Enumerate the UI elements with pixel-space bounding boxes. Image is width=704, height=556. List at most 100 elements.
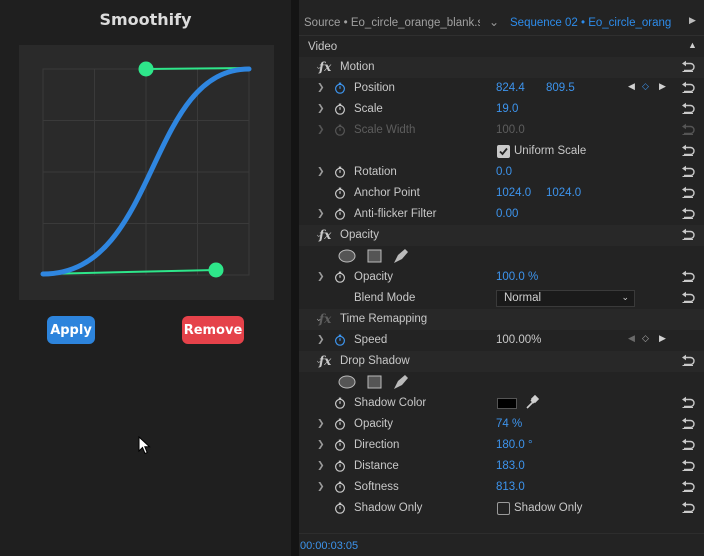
expand-chevron-icon[interactable]: ❯ xyxy=(317,481,325,491)
position-x-value[interactable]: 824.4 xyxy=(496,82,525,94)
control-handle-end[interactable] xyxy=(138,61,154,77)
next-keyframe-icon[interactable]: ▶ xyxy=(659,81,666,91)
expand-chevron-icon[interactable]: ❯ xyxy=(317,418,325,428)
scale-value[interactable]: 19.0 xyxy=(496,103,519,115)
effect-time-remapping[interactable]: ⌄ fx Time Remapping xyxy=(299,309,704,330)
anchor-x-value[interactable]: 1024.0 xyxy=(496,187,532,199)
stopwatch-icon xyxy=(334,124,346,136)
collapse-chevron-icon[interactable]: ⌄ xyxy=(315,313,323,323)
reset-icon[interactable] xyxy=(681,417,695,430)
stopwatch-icon[interactable] xyxy=(334,397,346,409)
play-arrow-icon[interactable]: ▶ xyxy=(689,15,696,25)
anchor-y-value[interactable]: 1024.0 xyxy=(546,187,582,199)
effect-motion[interactable]: ⌄ fx Motion xyxy=(299,57,704,78)
reset-icon[interactable] xyxy=(681,501,695,514)
add-keyframe-icon[interactable]: ◇ xyxy=(642,81,649,91)
fx-icon[interactable]: fx xyxy=(319,228,332,242)
panel-divider[interactable] xyxy=(291,0,299,556)
reset-icon[interactable] xyxy=(681,102,695,115)
expand-chevron-icon[interactable]: ❯ xyxy=(317,82,325,92)
shadow-only-checkbox[interactable] xyxy=(497,502,510,515)
reset-icon[interactable] xyxy=(681,60,695,73)
ellipse-mask-icon[interactable] xyxy=(338,375,356,389)
reset-icon[interactable] xyxy=(681,354,695,367)
expand-chevron-icon[interactable]: ❯ xyxy=(317,334,325,344)
param-anti-flicker: ❯ Anti-flicker Filter 0.00 xyxy=(299,204,704,225)
reset-icon[interactable] xyxy=(681,165,695,178)
stopwatch-icon[interactable] xyxy=(334,502,346,514)
distance-value[interactable]: 183.0 xyxy=(496,460,525,472)
reset-icon[interactable] xyxy=(681,270,695,283)
collapse-chevron-icon[interactable]: ⌄ xyxy=(315,355,323,365)
ellipse-mask-icon[interactable] xyxy=(338,249,356,263)
remove-button[interactable]: Remove xyxy=(182,316,244,344)
stopwatch-icon[interactable] xyxy=(334,103,346,115)
pen-mask-icon[interactable] xyxy=(394,375,408,389)
reset-icon[interactable] xyxy=(681,438,695,451)
reset-icon[interactable] xyxy=(681,459,695,472)
chevron-down-icon[interactable]: ⌄ xyxy=(489,15,500,29)
reset-icon[interactable] xyxy=(681,228,695,241)
rectangle-mask-icon[interactable] xyxy=(367,375,382,389)
shadow-opacity-value[interactable]: 74 % xyxy=(496,418,523,430)
eyedropper-icon[interactable] xyxy=(525,395,539,410)
reset-icon[interactable] xyxy=(681,207,695,220)
control-handle-start[interactable] xyxy=(208,262,224,278)
expand-chevron-icon[interactable]: ❯ xyxy=(317,166,325,176)
reset-icon[interactable] xyxy=(681,291,695,304)
softness-value[interactable]: 813.0 xyxy=(496,481,525,493)
effect-drop-shadow[interactable]: ⌄ fx Drop Shadow xyxy=(299,351,704,372)
fx-icon[interactable]: fx xyxy=(319,60,332,74)
stopwatch-icon[interactable] xyxy=(334,271,346,283)
previous-keyframe-icon[interactable]: ◀ xyxy=(628,333,635,343)
expand-chevron-icon[interactable]: ❯ xyxy=(317,460,325,470)
stopwatch-icon[interactable] xyxy=(334,187,346,199)
tab-source-clip[interactable]: Source • Eo_circle_orange_blank.s... xyxy=(304,17,480,29)
expand-chevron-icon[interactable]: ❯ xyxy=(317,103,325,113)
previous-keyframe-icon[interactable]: ◀ xyxy=(628,81,635,91)
reset-icon[interactable] xyxy=(681,186,695,199)
tab-sequence-clip[interactable]: Sequence 02 • Eo_circle_orang... xyxy=(510,17,672,29)
effect-name: Motion xyxy=(340,61,375,73)
effect-opacity[interactable]: ⌄ fx Opacity xyxy=(299,225,704,246)
speed-value[interactable]: 100.00% xyxy=(496,334,542,346)
anti-flicker-value[interactable]: 0.00 xyxy=(496,208,519,220)
collapse-chevron-icon[interactable]: ⌄ xyxy=(315,61,323,71)
next-keyframe-icon[interactable]: ▶ xyxy=(659,333,666,343)
reset-icon[interactable] xyxy=(681,396,695,409)
stopwatch-icon[interactable] xyxy=(334,166,346,178)
easing-curve-editor[interactable] xyxy=(19,45,274,300)
uniform-scale-checkbox[interactable] xyxy=(497,145,510,158)
stopwatch-icon[interactable] xyxy=(334,439,346,451)
reset-icon[interactable] xyxy=(681,81,695,94)
expand-chevron-icon[interactable]: ❯ xyxy=(317,439,325,449)
stopwatch-icon[interactable] xyxy=(334,481,346,493)
add-keyframe-icon[interactable]: ◇ xyxy=(642,333,649,343)
shadow-color-swatch[interactable] xyxy=(497,398,517,409)
fx-icon[interactable]: fx xyxy=(319,354,332,368)
param-label: Distance xyxy=(354,460,399,472)
expand-chevron-icon: ❯ xyxy=(317,124,325,134)
stopwatch-icon[interactable] xyxy=(334,82,346,94)
stopwatch-icon[interactable] xyxy=(334,460,346,472)
apply-button[interactable]: Apply xyxy=(47,316,95,344)
stopwatch-icon[interactable] xyxy=(334,208,346,220)
position-y-value[interactable]: 809.5 xyxy=(546,82,575,94)
direction-value[interactable]: 180.0 ° xyxy=(496,439,533,451)
pen-mask-icon[interactable] xyxy=(394,249,408,263)
blend-mode-select[interactable]: Normal ⌄ xyxy=(496,290,635,307)
current-timecode[interactable]: 00:00:03:05 xyxy=(300,540,359,552)
reset-icon[interactable] xyxy=(681,480,695,493)
expand-chevron-icon[interactable]: ❯ xyxy=(317,271,325,281)
collapse-chevron-icon[interactable]: ⌄ xyxy=(315,229,323,239)
easing-curve xyxy=(40,66,252,277)
rotation-value[interactable]: 0.0 xyxy=(496,166,512,178)
opacity-value[interactable]: 100.0 % xyxy=(496,271,539,283)
scroll-up-icon[interactable]: ▲ xyxy=(688,40,697,50)
param-label: Blend Mode xyxy=(354,292,416,304)
rectangle-mask-icon[interactable] xyxy=(367,249,382,263)
stopwatch-icon[interactable] xyxy=(334,334,346,346)
expand-chevron-icon[interactable]: ❯ xyxy=(317,208,325,218)
reset-icon[interactable] xyxy=(681,144,695,157)
stopwatch-icon[interactable] xyxy=(334,418,346,430)
